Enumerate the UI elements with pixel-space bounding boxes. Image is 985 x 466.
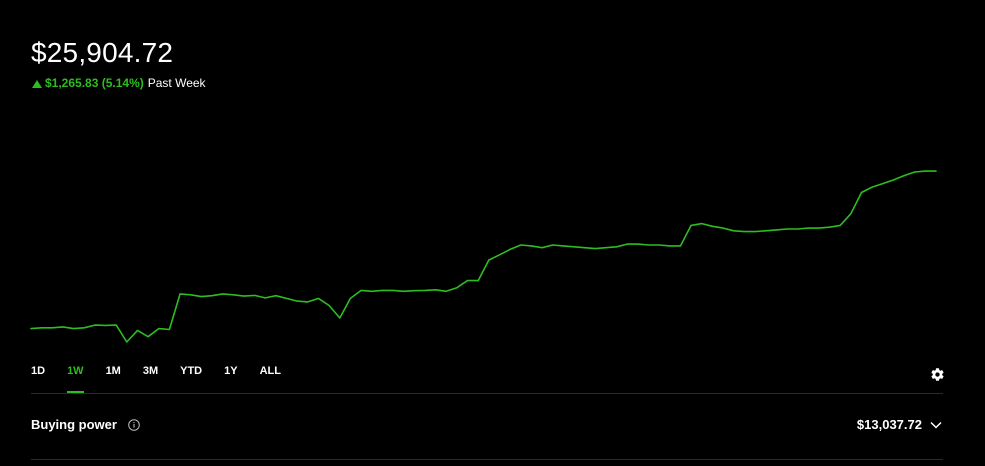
range-tab-1d[interactable]: 1D — [31, 365, 46, 377]
buying-power-label: Buying power — [31, 417, 117, 432]
change-period: Past Week — [147, 76, 206, 90]
portfolio-change: $1,265.83 (5.14%) Past Week — [32, 75, 206, 91]
buying-power-row[interactable]: Buying power $13,037.72 — [31, 393, 943, 459]
range-tab-ytd[interactable]: YTD — [180, 365, 203, 377]
info-icon[interactable] — [128, 419, 140, 431]
range-tab-all[interactable]: ALL — [259, 365, 281, 377]
range-tabs: 1D 1W 1M 3M YTD 1Y ALL — [31, 363, 303, 393]
chart-series-line — [30, 170, 937, 343]
divider — [31, 393, 943, 394]
chevron-down-icon[interactable] — [930, 421, 942, 429]
change-value: $1,265.83 (5.14%) — [45, 76, 144, 90]
buying-power-value: $13,037.72 — [856, 417, 922, 432]
gear-icon[interactable] — [930, 367, 945, 382]
range-tab-1y[interactable]: 1Y — [224, 365, 238, 377]
range-tab-1w[interactable]: 1W — [67, 363, 84, 393]
portfolio-value: $25,904.72 — [31, 37, 174, 68]
up-arrow-icon — [32, 79, 42, 88]
divider — [31, 459, 943, 460]
range-tab-1m[interactable]: 1M — [105, 365, 121, 377]
range-tab-3m[interactable]: 3M — [142, 365, 159, 377]
